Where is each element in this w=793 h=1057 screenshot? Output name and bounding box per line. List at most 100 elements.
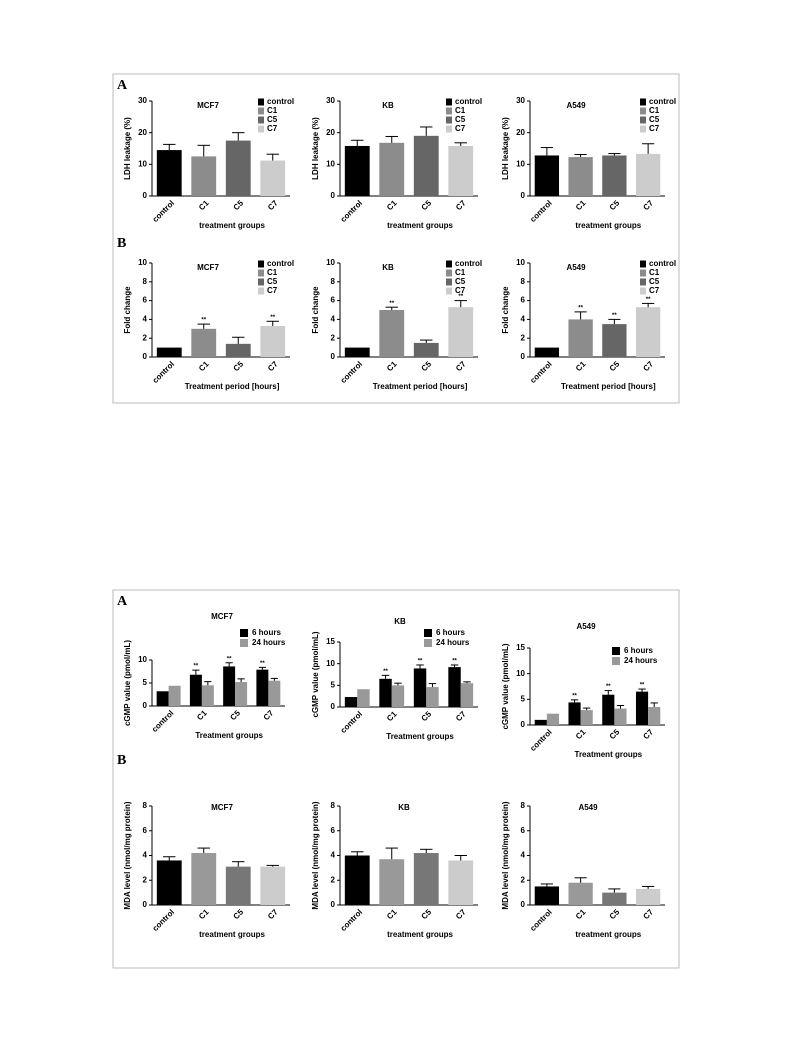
legend-swatch: [258, 116, 264, 124]
bar: [235, 682, 248, 706]
bar: [201, 685, 214, 706]
legend-label: C5: [267, 115, 278, 124]
y-tick-label: 0: [521, 720, 526, 729]
x-tick-label: control: [151, 908, 177, 934]
y-tick-label: 5: [143, 678, 148, 687]
bar: [426, 687, 439, 707]
x-tick-label: C5: [608, 907, 622, 921]
x-tick-label: C1: [574, 198, 588, 212]
significance-mark: **: [227, 656, 232, 662]
y-tick-label: 10: [326, 258, 335, 267]
significance-mark: **: [452, 659, 457, 665]
legend-swatch: [640, 260, 646, 268]
legend-swatch: [640, 287, 646, 295]
legend-label: C5: [455, 277, 466, 286]
legend-label: C7: [649, 286, 660, 295]
legend-swatch: [612, 657, 620, 665]
legend-label: 6 hours: [624, 646, 653, 655]
legend-swatch: [640, 116, 646, 124]
bar: [191, 328, 217, 357]
x-axis-label: treatment groups: [575, 221, 641, 230]
bar: [391, 685, 405, 707]
legend-swatch: [446, 260, 452, 268]
x-axis-label: Treatment groups: [386, 732, 454, 741]
x-tick-label: C7: [454, 907, 468, 921]
legend-label: C5: [649, 277, 660, 286]
legend-label: C7: [455, 124, 466, 133]
legend-swatch: [446, 125, 452, 133]
y-tick-label: 8: [521, 801, 526, 810]
legend-swatch: [424, 639, 432, 647]
chart-title: MCF7: [211, 803, 233, 812]
significance-mark: **: [640, 683, 645, 689]
bar: [156, 860, 182, 905]
x-tick-label: control: [528, 908, 554, 934]
y-axis-label: Fold change: [123, 286, 132, 334]
bar: [168, 685, 181, 706]
chart-title: KB: [382, 101, 394, 110]
y-tick-label: 10: [516, 258, 525, 267]
x-tick-label: C7: [454, 198, 468, 212]
significance-mark: **: [646, 297, 651, 303]
bar: [448, 307, 474, 357]
x-tick-label: C1: [574, 907, 588, 921]
y-tick-label: 20: [138, 128, 147, 137]
y-tick-label: 0: [521, 191, 526, 200]
significance-mark: **: [612, 313, 617, 319]
y-axis-label: LDH leakage (%): [501, 117, 510, 180]
bar: [268, 680, 281, 706]
bar: [156, 347, 182, 357]
panel-label: A: [117, 78, 128, 93]
legend-label: C1: [455, 106, 466, 115]
bar: [580, 710, 593, 725]
x-tick-label: C1: [574, 359, 588, 373]
legend-label: control: [267, 259, 294, 268]
legend-swatch: [446, 98, 452, 106]
bar: [448, 860, 474, 905]
significance-mark: **: [201, 318, 206, 324]
y-tick-label: 0: [331, 191, 336, 200]
x-tick-label: C7: [266, 198, 280, 212]
y-tick-label: 30: [138, 96, 147, 105]
x-axis-label: treatment groups: [575, 930, 641, 939]
y-tick-label: 0: [143, 352, 148, 361]
x-tick-label: C1: [385, 709, 399, 723]
y-tick-label: 10: [516, 159, 525, 168]
y-tick-label: 0: [521, 900, 526, 909]
bar: [614, 708, 627, 725]
y-tick-label: 6: [331, 296, 336, 305]
legend-label: 24 hours: [436, 638, 470, 647]
bar: [413, 342, 439, 357]
legend-swatch: [424, 629, 432, 637]
legend-label: C1: [267, 268, 278, 277]
legend-swatch: [612, 647, 620, 655]
legend-swatch: [240, 629, 248, 637]
y-axis-label: cGMP value (pmol/mL): [311, 631, 320, 717]
bar: [568, 319, 593, 357]
y-tick-label: 2: [331, 875, 336, 884]
bar: [189, 674, 202, 706]
y-tick-label: 10: [138, 258, 147, 267]
x-tick-label: C5: [608, 198, 622, 212]
bar: [602, 324, 627, 357]
x-tick-label: C5: [420, 198, 434, 212]
legend-label: control: [455, 97, 482, 106]
legend-swatch: [240, 639, 248, 647]
bar: [156, 691, 169, 706]
bar: [602, 155, 627, 196]
y-tick-label: 2: [143, 333, 148, 342]
bar: [344, 855, 370, 905]
legend-swatch: [258, 125, 264, 133]
y-tick-label: 0: [143, 191, 148, 200]
y-tick-label: 0: [331, 702, 336, 711]
x-tick-label: control: [151, 199, 177, 225]
legend-label: control: [649, 97, 676, 106]
y-tick-label: 15: [516, 643, 525, 652]
bar: [534, 155, 560, 196]
significance-mark: **: [383, 669, 388, 675]
x-tick-label: control: [528, 360, 554, 386]
y-tick-label: 0: [331, 900, 336, 909]
legend-label: C5: [267, 277, 278, 286]
x-axis-label: Treatment period [hours]: [373, 382, 468, 391]
x-tick-label: control: [528, 728, 554, 754]
